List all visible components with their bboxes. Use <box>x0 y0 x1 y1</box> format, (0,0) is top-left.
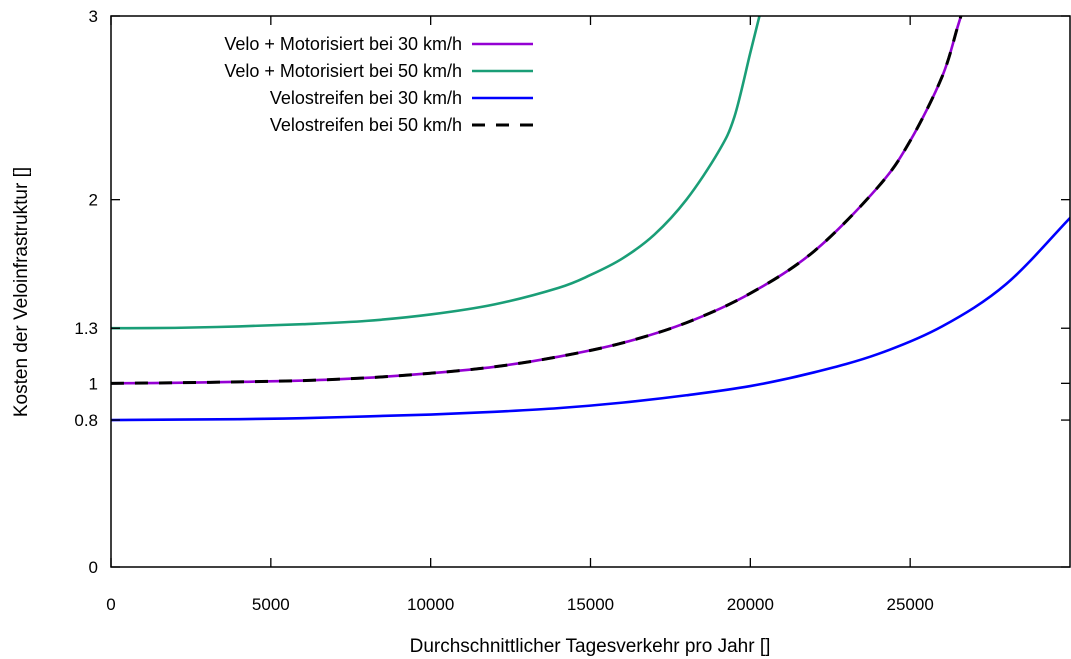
legend-label: Velo + Motorisiert bei 30 km/h <box>224 34 462 54</box>
x-tick-label: 0 <box>106 595 115 614</box>
y-tick-label: 1.3 <box>74 319 98 338</box>
legend: Velo + Motorisiert bei 30 km/h Velo + Mot… <box>224 34 533 135</box>
x-tick-label: 5000 <box>252 595 290 614</box>
y-tick-label: 1 <box>89 374 98 393</box>
legend-label: Velostreifen bei 50 km/h <box>270 115 462 135</box>
legend-label: Velo + Motorisiert bei 50 km/h <box>224 61 462 81</box>
legend-label: Velostreifen bei 30 km/h <box>270 88 462 108</box>
x-tick-label: 20000 <box>727 595 774 614</box>
x-tick-label: 10000 <box>407 595 454 614</box>
series-line-2 <box>111 16 761 330</box>
series-line-4 <box>111 16 963 385</box>
y-tick-label: 0.8 <box>74 411 98 430</box>
x-tick-label: 25000 <box>887 595 934 614</box>
series-line-3 <box>111 216 1070 422</box>
y-axis-title: Kosten der Veloinfrastruktur [] <box>11 167 32 417</box>
series-layer <box>111 16 1070 422</box>
ticks-layer: 0 5000 10000 15000 20000 25000 0 0.8 1 1.3 2 3 <box>74 7 1070 614</box>
y-tick-label: 2 <box>89 191 98 210</box>
x-axis-title: Durchschnittlicher Tagesverkehr pro Jahr… <box>410 636 771 657</box>
x-tick-label: 15000 <box>567 595 614 614</box>
y-tick-label: 3 <box>89 7 98 26</box>
plot-frame <box>110 15 1071 568</box>
y-tick-label: 0 <box>89 558 98 577</box>
